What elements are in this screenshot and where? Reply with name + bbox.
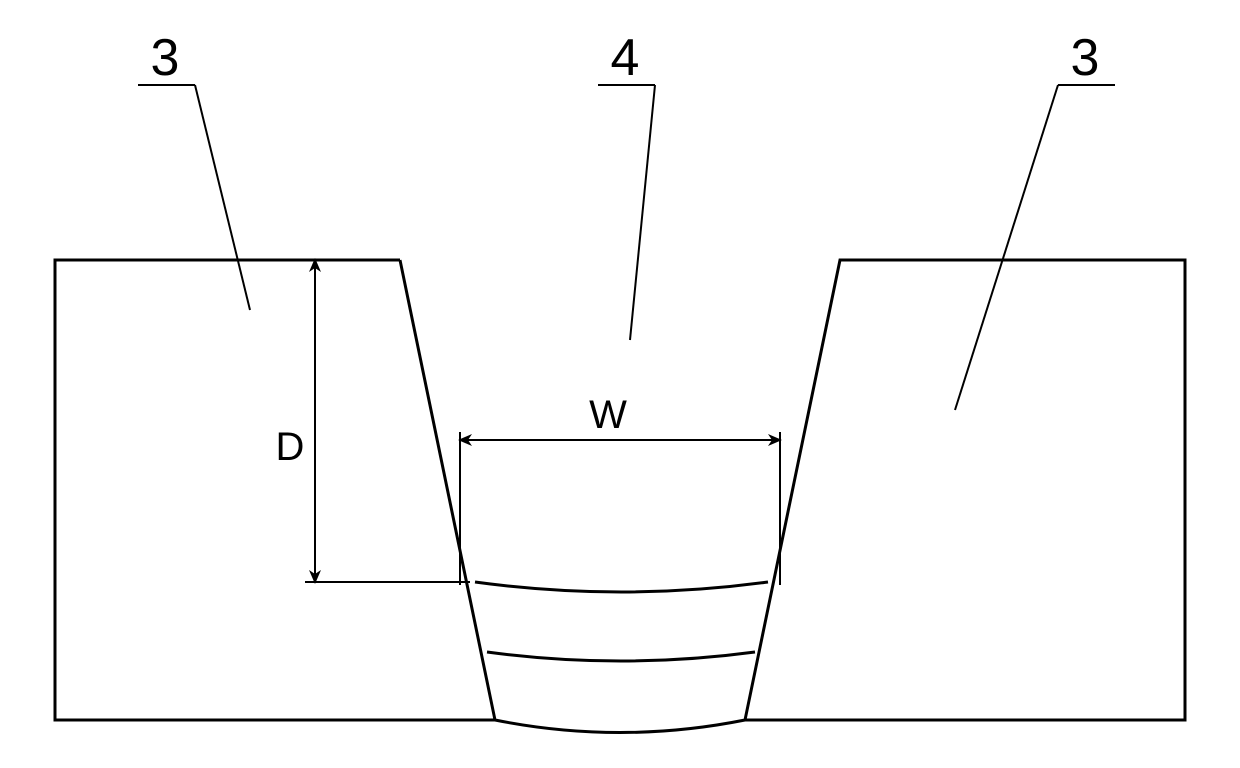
dimension-w-label: W: [589, 393, 627, 437]
callout-leader-left_3: [195, 85, 250, 310]
callout-label-right_3: 3: [1071, 29, 1100, 87]
weld-bead-curve: [475, 582, 768, 592]
weld-bead-curve: [487, 652, 755, 661]
callout-leader-right_3: [955, 85, 1058, 410]
dimension-d-label: D: [276, 425, 305, 469]
callout-label-center_4: 4: [611, 29, 640, 87]
callout-label-left_3: 3: [151, 29, 180, 87]
callout-leader-center_4: [630, 85, 655, 340]
